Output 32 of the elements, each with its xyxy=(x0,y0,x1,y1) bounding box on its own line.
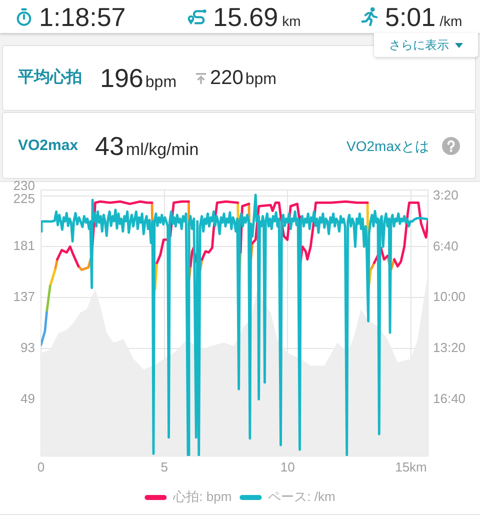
y-tick-label: 137 xyxy=(13,289,35,304)
text: 220 xyxy=(210,67,244,89)
x-tick-label: 10 xyxy=(280,459,295,474)
y2-tick-label: 3:20 xyxy=(433,187,458,202)
y-tick-label: 230 xyxy=(13,178,35,194)
x-tick-label: 5 xyxy=(160,459,168,474)
text: VO2maxとは xyxy=(346,138,429,154)
text: 平均心拍 xyxy=(18,69,82,86)
text: さらに表示 xyxy=(389,38,449,52)
x-tick-label: 15km xyxy=(395,459,427,474)
y-tick-label: 93 xyxy=(20,340,35,356)
y2-tick-label: 6:40 xyxy=(433,238,458,254)
text: VO2max xyxy=(18,137,78,154)
text: bpm xyxy=(245,71,276,88)
legend-label: 心拍: bpm xyxy=(172,489,232,504)
y-tick-label: 181 xyxy=(13,238,35,254)
text: 5:01 xyxy=(385,2,436,32)
text: 43 xyxy=(95,130,124,160)
y-tick-label: 49 xyxy=(20,390,35,406)
legend-label: ペース: /km xyxy=(268,489,336,504)
text: ml/kg/min xyxy=(126,140,199,158)
text: /km xyxy=(440,12,462,28)
x-tick-label: 0 xyxy=(37,459,45,474)
text: 15.69 xyxy=(213,2,278,32)
y-tick-label: 225 xyxy=(13,190,35,206)
text: 196 xyxy=(100,63,144,93)
text: bpm xyxy=(145,74,177,91)
text: km xyxy=(282,12,301,28)
y2-tick-label: 13:20 xyxy=(433,340,466,356)
y2-tick-label: 10:00 xyxy=(433,289,466,304)
text: 1:18:57 xyxy=(39,2,126,32)
y2-tick-label: 16:40 xyxy=(433,390,466,406)
